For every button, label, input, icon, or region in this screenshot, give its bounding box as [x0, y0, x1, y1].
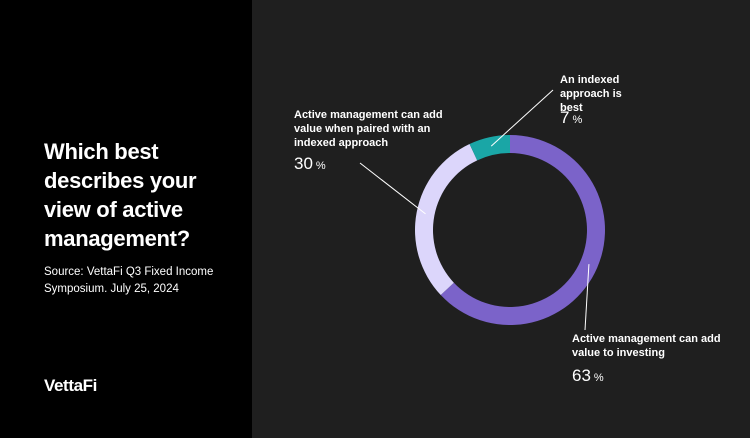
slice-indexed-best — [469, 135, 510, 161]
slice-value-indexed-best: 7% — [560, 108, 583, 127]
page-title: Which best describes your view of active… — [44, 139, 197, 251]
leader-indexed-best — [490, 89, 554, 147]
source-note: Source: VettaFi Q3 Fixed Income Symposiu… — [44, 266, 214, 295]
left-panel: Which best describes your view of active… — [0, 0, 252, 438]
leader-active-value — [584, 264, 590, 331]
slice-label-active-paired: Active management can add value when pai… — [294, 109, 443, 149]
slice-value-active-paired: 30% — [294, 154, 326, 173]
slice-active-value — [440, 135, 605, 325]
slice-active-paired — [415, 144, 478, 296]
slice-label-active-value: Active management can add value to inves… — [572, 333, 721, 359]
vettafi-logo: VettaFi — [44, 376, 97, 395]
leader-active-paired — [359, 162, 426, 215]
chart-panel — [252, 0, 750, 438]
slice-label-indexed-best: An indexed approach is best — [560, 74, 622, 114]
slice-value-active-value: 63% — [572, 366, 604, 385]
